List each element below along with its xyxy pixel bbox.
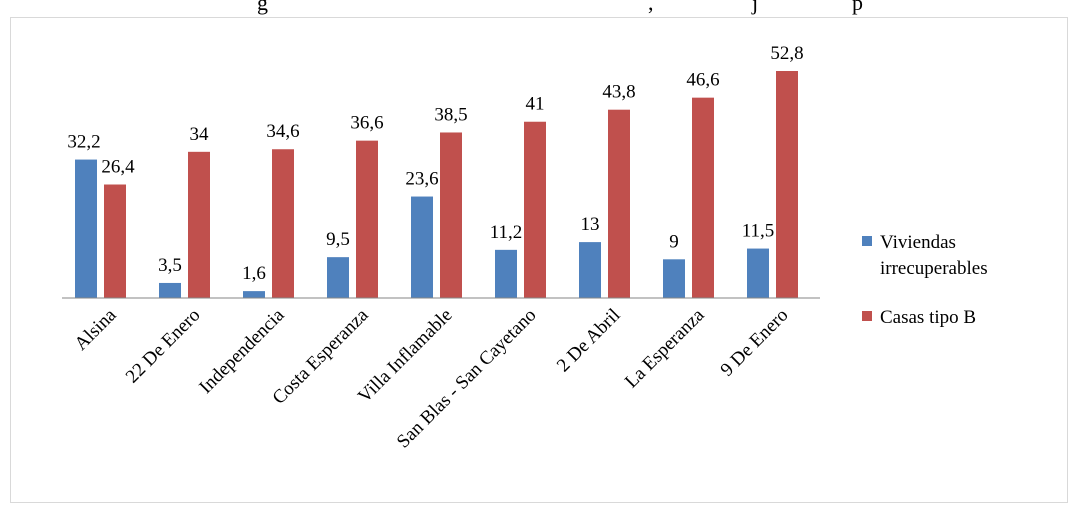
title-fragment-3: j bbox=[752, 0, 759, 15]
title-fragment-2: , bbox=[648, 0, 654, 15]
value-label-casas-2-de-abril: 43,8 bbox=[602, 82, 635, 103]
bar-viviendas-alsina bbox=[75, 159, 97, 298]
value-label-casas-independencia: 34,6 bbox=[266, 121, 299, 142]
bar-viviendas-9-de-enero bbox=[747, 248, 769, 298]
legend-label-viviendas-1: irrecuperables bbox=[880, 258, 988, 279]
value-label-viviendas-alsina: 32,2 bbox=[67, 132, 100, 153]
bar-casas-alsina bbox=[104, 184, 126, 298]
bar-viviendas-independencia bbox=[243, 291, 265, 298]
value-label-viviendas-villa-inflamable: 23,6 bbox=[405, 169, 438, 190]
category-label-alsina: Alsina bbox=[71, 304, 121, 354]
bar-viviendas-22-de-enero bbox=[159, 282, 181, 298]
value-label-casas-9-de-enero: 52,8 bbox=[770, 43, 803, 64]
bar-casas-costa-esperanza bbox=[356, 140, 378, 298]
value-labels-group: 32,226,4 3,5 34 1,6 34,6 9,5 36,6 23,6 38,5 11,2 4… bbox=[67, 43, 803, 284]
bar-viviendas-costa-esperanza bbox=[327, 257, 349, 298]
value-label-viviendas-la-esperanza: 9 bbox=[669, 231, 679, 252]
bar-casas-villa-inflamable bbox=[440, 132, 462, 298]
title-fragment-4: p bbox=[852, 0, 863, 15]
value-label-casas-la-esperanza: 46,6 bbox=[686, 70, 719, 91]
legend-swatch-casas bbox=[862, 311, 872, 321]
category-label-22-de-enero: 22 De Enero bbox=[122, 305, 205, 388]
legend-label-casas-0: Casas tipo B bbox=[880, 307, 976, 328]
category-label-independencia: Independencia bbox=[195, 304, 289, 398]
value-label-viviendas-2-de-abril: 13 bbox=[581, 214, 600, 235]
value-label-casas-alsina: 26,4 bbox=[101, 157, 135, 178]
value-label-viviendas-san-blas-san-cayetano: 11,2 bbox=[490, 222, 523, 243]
bar-casas-san-blas-san-cayetano bbox=[524, 121, 546, 298]
value-label-viviendas-independencia: 1,6 bbox=[242, 263, 266, 284]
legend-label-viviendas-0: Viviendas bbox=[880, 232, 956, 253]
bar-casas-22-de-enero bbox=[188, 151, 210, 298]
category-label-2-de-abril: 2 De Abril bbox=[553, 305, 625, 377]
legend: Viviendas irrecuperables Casas tipo B bbox=[862, 232, 988, 328]
bars-group bbox=[75, 71, 798, 299]
bar-viviendas-la-esperanza bbox=[663, 259, 685, 298]
bar-casas-2-de-abril bbox=[608, 109, 630, 299]
value-label-viviendas-costa-esperanza: 9,5 bbox=[326, 229, 350, 250]
bar-viviendas-villa-inflamable bbox=[411, 196, 433, 298]
bar-viviendas-san-blas-san-cayetano bbox=[495, 249, 517, 298]
value-label-casas-22-de-enero: 34 bbox=[190, 124, 210, 145]
category-label-9-de-enero: 9 De Enero bbox=[716, 305, 792, 381]
value-label-viviendas-22-de-enero: 3,5 bbox=[158, 255, 182, 276]
category-label-san-blas-san-cayetano: San Blas - San Cayetano bbox=[393, 305, 541, 453]
chart-title-fragment: g , j p bbox=[0, 0, 1073, 17]
legend-swatch-viviendas bbox=[862, 236, 872, 246]
bar-viviendas-2-de-abril bbox=[579, 242, 601, 298]
bar-casas-9-de-enero bbox=[776, 71, 798, 298]
bar-casas-independencia bbox=[272, 149, 294, 298]
value-label-casas-costa-esperanza: 36,6 bbox=[350, 113, 383, 134]
value-label-casas-san-blas-san-cayetano: 41 bbox=[526, 94, 545, 115]
title-fragment-1: g bbox=[257, 0, 268, 15]
value-label-casas-villa-inflamable: 38,5 bbox=[434, 104, 467, 125]
category-label-la-esperanza: La Esperanza bbox=[621, 304, 709, 392]
bar-casas-la-esperanza bbox=[692, 97, 714, 298]
value-label-viviendas-9-de-enero: 11,5 bbox=[742, 221, 775, 242]
